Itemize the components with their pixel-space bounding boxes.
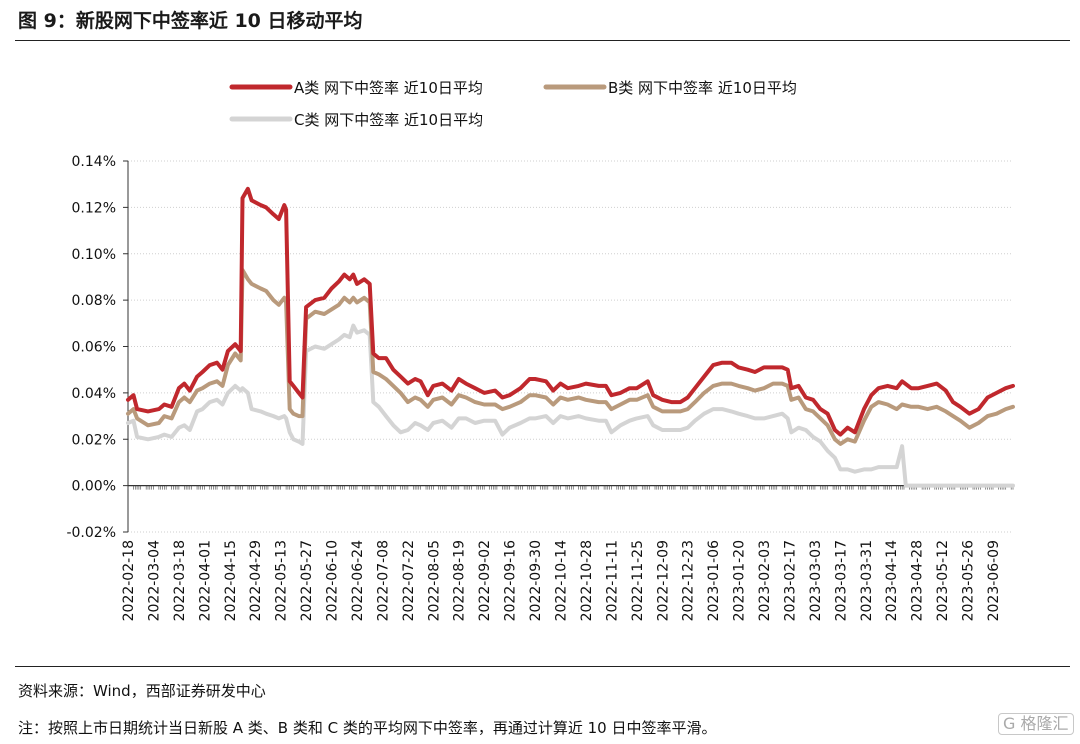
series-c-line [126,323,1015,488]
y-tick-label: 0.12% [72,200,116,216]
x-tick-label: 2022-12-09 [655,540,671,621]
x-tick-label: 2023-01-06 [706,540,722,621]
x-tick-label: 2022-09-16 [503,540,519,621]
series-b-line [126,268,1015,446]
x-tick-label: 2022-07-22 [401,540,417,621]
x-tick-label: 2023-01-20 [732,540,748,621]
x-tick-label: 2022-09-30 [528,540,544,621]
x-tick-label: 2022-04-01 [197,540,213,621]
x-tick-label: 2022-05-13 [274,540,290,621]
watermark-logo: G 格隆汇 [998,713,1074,735]
x-tick-label: 2023-03-17 [833,540,849,621]
x-tick-label: 2023-04-28 [910,540,926,621]
x-tick-label: 2022-09-02 [477,540,493,621]
x-tick-label: 2022-08-05 [426,540,442,621]
x-tick-label: 2023-05-26 [961,540,977,621]
x-tick-label: 2023-03-03 [808,540,824,621]
x-tick-label: 2022-08-19 [452,540,468,621]
x-tick-label: 2022-05-27 [299,540,315,621]
x-tick-label: 2022-10-28 [579,540,595,621]
bottom-rule [15,666,1070,667]
top-rule [15,40,1070,41]
y-tick-label: 0.10% [72,247,116,263]
y-tick-label: 0.06% [72,340,116,356]
x-tick-label: 2022-11-11 [604,540,620,621]
x-tick-label: 2023-05-12 [935,540,951,621]
x-tick-label: 2022-11-25 [630,540,646,621]
x-tick-label: 2022-12-23 [681,540,697,621]
y-tick-label: 0.08% [72,293,116,309]
y-tick-label: 0.00% [72,479,116,495]
legend: A类 网下中签率 近10日平均 B类 网下中签率 近10日平均 C类 网下中签率 近… [229,79,797,129]
series-a-line [126,186,1015,437]
x-tick-label: 2023-02-17 [782,540,798,621]
x-tick-label: 2023-02-03 [757,540,773,621]
x-axis-ticks: 2022-02-18 2022-03-04 2022-03-18 2022-04-01… [121,485,1014,621]
figure-title: 图 9：新股网下中签率近 10 日移动平均 [18,10,363,32]
legend-item-b-label: B类 网下中签率 近10日平均 [608,79,797,97]
x-tick-label: 2022-06-10 [325,540,341,621]
source-note: 资料来源：Wind，西部证券研发中心 [18,682,266,700]
x-tick-label: 2022-04-15 [223,540,239,621]
x-tick-label: 2023-06-09 [986,540,1002,621]
line-chart: -0.02% 0.00% 0.02% 0.04% 0.06% 0.08% 0.10% 0.12… [66,79,1015,621]
series-lines [126,186,1015,488]
x-tick-label: 2022-07-08 [375,540,391,621]
x-tick-label: 2023-03-31 [859,540,875,621]
x-tick-label: 2022-02-18 [121,540,137,621]
legend-item-c-label: C类 网下中签率 近10日平均 [294,111,483,129]
x-tick-label: 2022-10-14 [554,540,570,621]
y-tick-label: 0.14% [72,154,116,170]
x-tick-label: 2022-06-24 [350,540,366,621]
x-tick-label: 2022-03-18 [172,540,188,621]
footnote: 注：按照上市日期统计当日新股 A 类、B 类和 C 类的平均网下中签率，再通过计… [18,719,717,737]
x-tick-label: 2023-04-14 [884,540,900,621]
x-tick-label: 2022-03-04 [146,540,162,621]
grid-lines [128,160,1013,533]
legend-item-a-label: A类 网下中签率 近10日平均 [294,79,483,97]
y-axis-ticks: -0.02% 0.00% 0.02% 0.04% 0.06% 0.08% 0.10% 0.12… [66,154,128,541]
y-tick-label: -0.02% [66,525,116,541]
y-tick-label: 0.04% [72,386,116,402]
y-tick-label: 0.02% [72,432,116,448]
x-tick-label: 2022-04-29 [248,540,264,621]
